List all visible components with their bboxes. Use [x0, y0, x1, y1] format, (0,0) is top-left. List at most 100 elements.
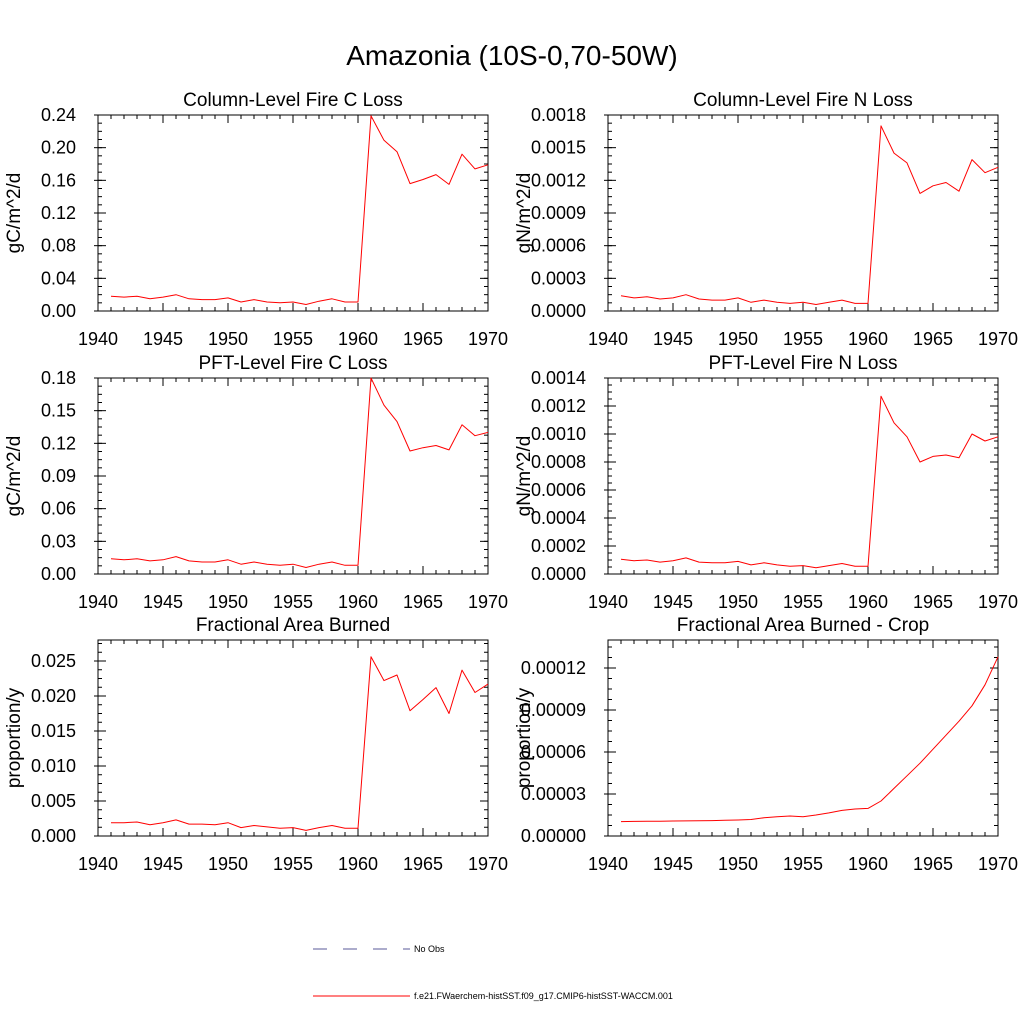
panel-5: Fractional Area Burned proportion/y 1940 19… [4, 615, 508, 874]
panel-4: PFT-Level Fire N Loss gN/m^2/d 1940 1945 195… [514, 353, 1018, 612]
y-tick-label: 0.16 [41, 170, 76, 190]
x-tick-label: 1960 [848, 329, 888, 349]
plot-frame [97, 639, 489, 837]
y-axis-label: proportion/y [4, 687, 25, 788]
y-tick-label: 0.00003 [521, 784, 586, 804]
series-line-1 [110, 115, 489, 305]
y-tick-label: 0.0000 [531, 301, 586, 321]
x-tick-label: 1955 [783, 592, 823, 612]
x-tick-label: 1965 [913, 592, 953, 612]
x-tick-label: 1970 [468, 329, 508, 349]
y-tick-label: 0.000 [31, 826, 76, 846]
y-axis-label: proportion/y [514, 687, 535, 788]
y-tick-label: 0.0014 [531, 368, 586, 388]
y-tick-label: 0.08 [41, 236, 76, 256]
x-tick-label: 1970 [468, 854, 508, 874]
x-tick-label: 1960 [338, 854, 378, 874]
y-tick-label: 0.06 [41, 499, 76, 519]
panel-title: PFT-Level Fire N Loss [709, 353, 898, 374]
x-tick-label: 1955 [273, 854, 313, 874]
plot-frame [607, 114, 999, 312]
panel-1: Column-Level Fire C Loss gC/m^2/d 1940 1945… [4, 90, 508, 349]
y-tick-label: 0.24 [41, 105, 76, 125]
x-tick-label: 1945 [143, 854, 183, 874]
series-line-1 [620, 125, 999, 305]
y-axis-label: gN/m^2/d [514, 436, 535, 517]
y-tick-label: 0.18 [41, 368, 76, 388]
y-tick-label: 0.0000 [531, 564, 586, 584]
series-line-1 [110, 377, 489, 568]
y-tick-label: 0.00012 [521, 658, 586, 678]
x-tick-label: 1945 [653, 854, 693, 874]
y-tick-label: 0.15 [41, 401, 76, 421]
x-tick-label: 1960 [338, 329, 378, 349]
y-axis-label: gC/m^2/d [4, 173, 25, 254]
y-tick-label: 0.0012 [531, 396, 586, 416]
y-tick-label: 0.09 [41, 466, 76, 486]
x-tick-label: 1950 [718, 854, 758, 874]
x-tick-label: 1940 [588, 592, 628, 612]
panel-title: Column-Level Fire C Loss [183, 90, 403, 111]
y-tick-label: 0.00009 [521, 700, 586, 720]
plot-frame [607, 377, 999, 575]
y-tick-label: 0.20 [41, 138, 76, 158]
x-tick-label: 1940 [588, 329, 628, 349]
x-tick-label: 1970 [978, 854, 1018, 874]
y-tick-label: 0.0008 [531, 452, 586, 472]
x-tick-label: 1955 [783, 854, 823, 874]
plot-frame [97, 114, 489, 312]
y-tick-label: 0.005 [31, 791, 76, 811]
x-tick-label: 1950 [718, 592, 758, 612]
plot-frame [607, 639, 999, 837]
series-line-1 [620, 395, 999, 569]
y-tick-label: 0.0009 [531, 203, 586, 223]
x-tick-label: 1955 [273, 329, 313, 349]
x-tick-label: 1955 [783, 329, 823, 349]
x-tick-label: 1940 [78, 329, 118, 349]
x-tick-label: 1945 [143, 592, 183, 612]
x-tick-label: 1970 [978, 329, 1018, 349]
panel-title: PFT-Level Fire C Loss [199, 353, 388, 374]
y-tick-label: 0.00 [41, 564, 76, 584]
x-tick-label: 1965 [913, 329, 953, 349]
y-tick-label: 0.0012 [531, 170, 586, 190]
y-axis-label: gC/m^2/d [4, 436, 25, 517]
y-tick-label: 0.0004 [531, 508, 586, 528]
figure-title: Amazonia (10S-0,70-50W) [346, 40, 678, 71]
x-tick-label: 1940 [78, 592, 118, 612]
y-tick-label: 0.12 [41, 203, 76, 223]
x-tick-label: 1965 [403, 329, 443, 349]
x-tick-label: 1970 [978, 592, 1018, 612]
y-tick-label: 0.0010 [531, 424, 586, 444]
x-tick-label: 1960 [848, 592, 888, 612]
x-tick-label: 1950 [208, 592, 248, 612]
series-line-1 [111, 656, 489, 831]
y-tick-label: 0.04 [41, 268, 76, 288]
x-tick-label: 1955 [273, 592, 313, 612]
x-tick-label: 1945 [653, 592, 693, 612]
x-tick-label: 1940 [588, 854, 628, 874]
panel-title: Fractional Area Burned [196, 615, 390, 636]
y-tick-label: 0.00 [41, 301, 76, 321]
x-tick-label: 1950 [208, 329, 248, 349]
y-tick-label: 0.010 [31, 756, 76, 776]
panel-2: Column-Level Fire N Loss gN/m^2/d 1940 1945… [514, 90, 1018, 349]
y-tick-label: 0.0006 [531, 480, 586, 500]
y-tick-label: 0.025 [31, 651, 76, 671]
y-tick-label: 0.020 [31, 686, 76, 706]
y-axis-label: gN/m^2/d [514, 173, 535, 254]
y-tick-label: 0.0006 [531, 236, 586, 256]
x-tick-label: 1950 [208, 854, 248, 874]
x-tick-label: 1960 [848, 854, 888, 874]
legend-label-model: f.e21.FWaerchem-histSST.f09_g17.CMIP6-hi… [414, 991, 673, 1001]
x-tick-label: 1940 [78, 854, 118, 874]
legend-label-no-obs: No Obs [414, 944, 445, 954]
panel-title: Fractional Area Burned - Crop [677, 615, 929, 636]
panel-6: Fractional Area Burned - Crop proportion/… [514, 615, 1018, 874]
x-tick-label: 1945 [143, 329, 183, 349]
x-tick-label: 1945 [653, 329, 693, 349]
x-tick-label: 1965 [913, 854, 953, 874]
legend: No Obs f.e21.FWaerchem-histSST.f09_g17.CM… [313, 944, 673, 1001]
x-tick-label: 1970 [468, 592, 508, 612]
